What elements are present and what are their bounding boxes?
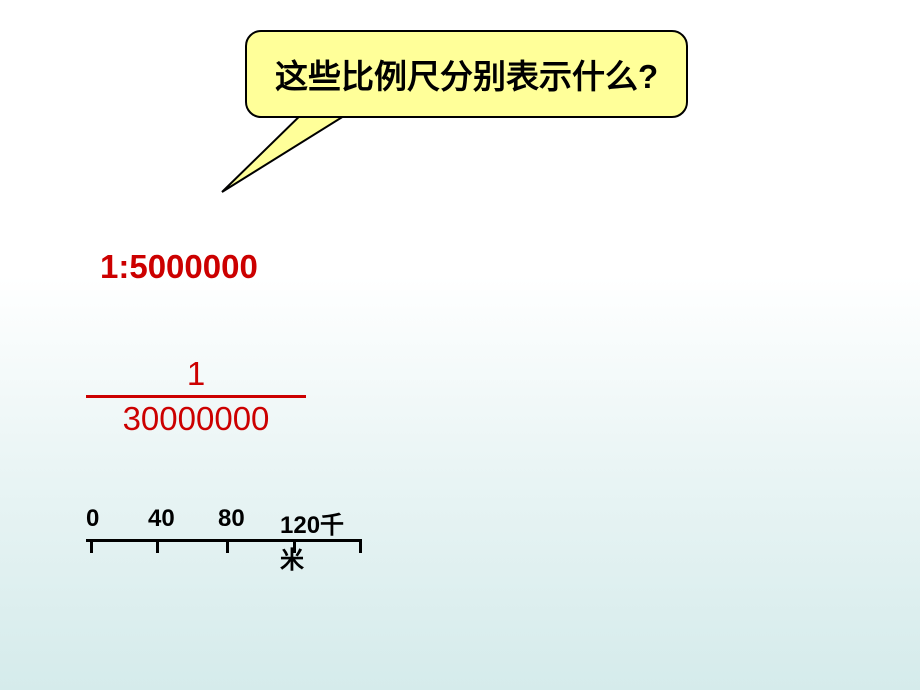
bar-scale-tick	[293, 539, 296, 553]
ratio-scale: 1:5000000	[100, 248, 258, 286]
bar-scale: 04080120千米	[86, 505, 359, 542]
ratio-scale-text: 1:5000000	[100, 248, 258, 285]
bar-scale-line	[86, 539, 359, 542]
callout-text: 这些比例尺分别表示什么?	[275, 58, 658, 95]
bar-scale-label: 80	[218, 505, 245, 533]
fraction-denominator: 30000000	[86, 400, 306, 438]
fraction-line	[86, 395, 306, 398]
bar-scale-label: 40	[148, 505, 175, 533]
bar-scale-tick	[156, 539, 159, 553]
bar-scale-bar	[86, 539, 359, 542]
bar-scale-tick	[226, 539, 229, 553]
bar-scale-tick	[90, 539, 93, 553]
bar-scale-tick	[359, 539, 362, 553]
bar-scale-labels: 04080120千米	[86, 505, 359, 535]
bar-scale-label: 0	[86, 505, 99, 533]
fraction-scale: 1 30000000	[86, 355, 306, 438]
callout-bubble: 这些比例尺分别表示什么?	[245, 30, 688, 118]
fraction-numerator: 1	[86, 355, 306, 393]
